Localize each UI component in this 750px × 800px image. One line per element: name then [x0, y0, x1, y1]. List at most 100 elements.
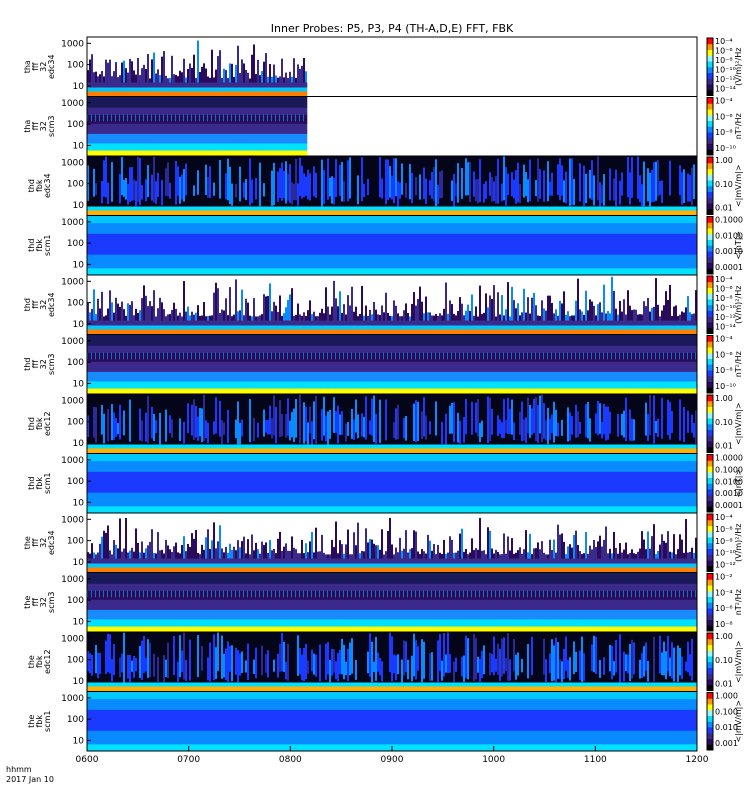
spectrogram-column — [427, 534, 429, 559]
colorbar-frame — [706, 275, 714, 334]
spectrogram-column — [291, 536, 293, 559]
spectrogram-column — [245, 178, 247, 201]
colorbar-segment — [707, 715, 713, 722]
spectrogram-column — [405, 530, 407, 559]
spectrogram-column — [183, 632, 185, 680]
spectrogram-column — [609, 644, 611, 672]
spectrogram-column — [387, 590, 388, 598]
spectrogram-column — [109, 634, 111, 674]
spectrogram-column — [345, 423, 347, 442]
spectrogram-column — [281, 315, 283, 321]
spectrogram-column — [145, 548, 147, 559]
spectrogram-column — [561, 303, 563, 321]
spectrogram-column — [371, 539, 373, 559]
spectrogram-column — [147, 114, 148, 122]
spectrogram-column — [205, 164, 207, 196]
spectrogram-column — [185, 659, 187, 681]
spectrogram-column — [97, 552, 99, 559]
spectrogram-column — [609, 168, 611, 201]
spectrogram-column — [263, 61, 265, 83]
spectrogram-column — [415, 531, 417, 559]
spectrogram-column — [103, 76, 105, 83]
spectrogram-column — [591, 549, 593, 559]
spectrogram-column — [139, 310, 141, 321]
spectrogram-column — [623, 410, 625, 438]
panel-label-line: fff — [31, 360, 40, 369]
panel-5: 101001000thdfff32scm310⁻⁴10⁻⁶10⁻⁸10⁻¹⁰nT… — [23, 334, 743, 395]
spectrogram-band — [87, 730, 697, 745]
spectrogram-column — [371, 398, 373, 436]
spectrogram-column — [571, 158, 573, 206]
spectrogram-column — [665, 542, 667, 559]
spectrogram-column — [251, 179, 253, 203]
colorbar-segment — [707, 537, 713, 544]
spectrogram-column — [341, 411, 343, 435]
spectrogram-column — [561, 533, 563, 559]
spectrogram-column — [653, 395, 655, 444]
spectrogram-column — [451, 402, 453, 434]
colorbar-segment — [707, 454, 713, 461]
spectrogram-column — [487, 590, 488, 598]
spectrogram-column — [305, 543, 307, 559]
spectrogram-column — [283, 114, 284, 122]
spectrogram-column — [133, 655, 135, 678]
y-tick-label: 100 — [67, 61, 84, 71]
spectrogram-column — [487, 352, 488, 360]
y-tick-label: 1000 — [61, 158, 84, 168]
spectrogram-column — [377, 652, 379, 672]
spectrogram-column — [425, 553, 427, 559]
panel-label-line: edc12 — [43, 649, 52, 674]
spectrogram-band — [87, 505, 697, 514]
spectrogram-column — [543, 552, 545, 559]
spectrogram-column — [501, 183, 503, 202]
spectrogram-column — [635, 554, 637, 559]
spectrogram-column — [643, 590, 644, 598]
spectrogram-column — [131, 419, 133, 434]
spectrogram-column — [293, 315, 295, 321]
spectrogram-column — [655, 352, 656, 360]
spectrogram-column — [619, 590, 620, 598]
spectrogram-column — [677, 316, 679, 321]
spectrogram-column — [169, 182, 171, 199]
spectrogram-band — [87, 453, 697, 462]
colorbar-segment — [707, 656, 713, 663]
panel-label-line: fff — [31, 538, 40, 547]
spectrogram-column — [409, 316, 411, 321]
colorbar-segment — [707, 590, 713, 597]
spectrogram-column — [649, 311, 651, 321]
spectrogram-column — [187, 306, 189, 321]
spectrogram-column — [135, 114, 136, 122]
spectrogram-column — [269, 283, 271, 321]
spectrogram-column — [113, 312, 115, 321]
spectrogram-column — [673, 647, 675, 682]
spectrogram-column — [323, 396, 325, 436]
spectrogram-column — [371, 590, 372, 598]
spectrogram-column — [653, 636, 655, 682]
spectrogram-column — [371, 352, 372, 360]
spectrogram-column — [159, 75, 161, 83]
panel-label-line: the — [27, 715, 36, 728]
spectrogram-column — [555, 352, 556, 360]
spectrogram-column — [357, 522, 359, 559]
spectrogram-column — [413, 292, 415, 321]
spectrogram-column — [505, 658, 507, 672]
spectrogram-column — [457, 550, 459, 559]
spectrogram-column — [475, 179, 477, 202]
colorbar-unit-label: <|mV/m|> — [734, 640, 743, 683]
spectrogram-column — [673, 534, 675, 559]
spectrogram-column — [219, 50, 221, 83]
spectrogram-column — [475, 548, 477, 559]
spectrogram-column — [199, 656, 201, 675]
spectrogram-column — [667, 531, 669, 559]
spectrogram-column — [97, 298, 99, 321]
spectrogram-column — [223, 653, 225, 678]
spectrogram-column — [389, 166, 391, 198]
spectrogram-column — [353, 657, 355, 683]
spectrogram-column — [691, 167, 693, 206]
spectrogram-column — [261, 409, 263, 444]
colorbar-frame — [706, 692, 714, 751]
panel-label-line: thd — [27, 179, 36, 192]
spectrogram-column — [339, 164, 341, 196]
spectrogram-column — [469, 310, 471, 321]
panel-label-line: edc34 — [47, 292, 56, 317]
